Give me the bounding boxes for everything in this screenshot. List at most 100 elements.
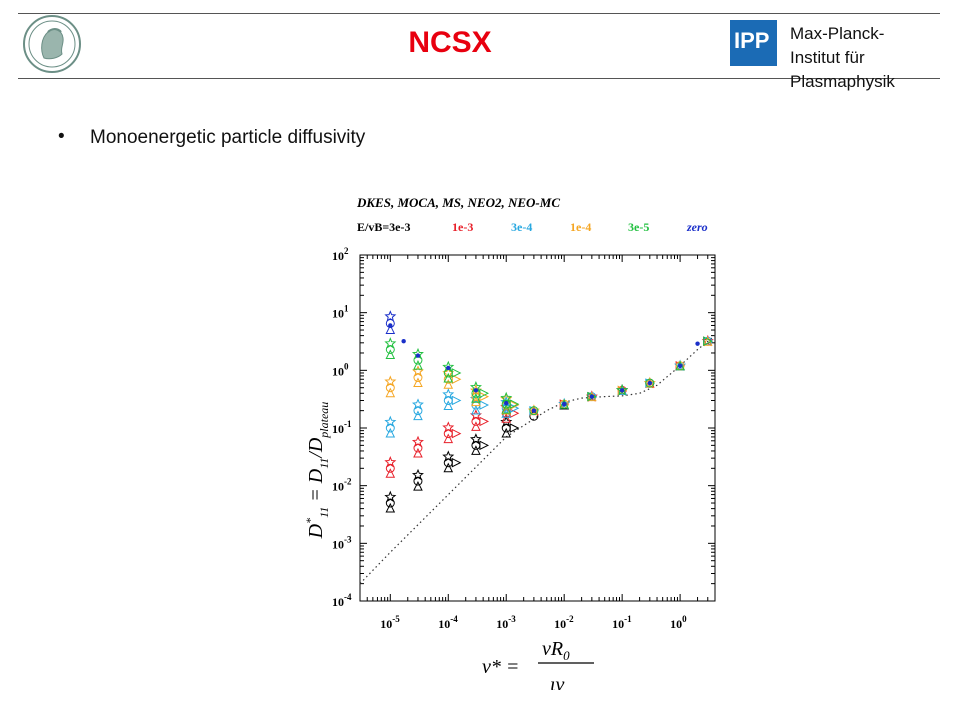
data-point — [647, 380, 652, 386]
data-point — [471, 396, 481, 407]
series-1 — [384, 336, 713, 513]
data-point — [384, 490, 397, 503]
data-point — [471, 393, 481, 403]
y-tick-label: 100 — [332, 361, 349, 378]
series-4 — [384, 336, 713, 416]
data-point — [413, 480, 423, 491]
y-tick-label: 10-4 — [332, 592, 352, 609]
legend-entry: E/vB=3e-3 — [357, 220, 411, 234]
reference-curve — [359, 335, 716, 585]
data-point — [415, 353, 421, 358]
data-point — [446, 365, 451, 371]
series-2 — [384, 334, 714, 478]
data-point — [413, 443, 423, 453]
data-point — [384, 455, 397, 468]
data-point — [442, 388, 455, 400]
data-point — [471, 445, 481, 455]
data-point — [385, 498, 395, 508]
data-point — [385, 468, 396, 478]
data-point — [479, 416, 490, 427]
data-point — [443, 400, 454, 410]
data-point — [471, 421, 481, 431]
data-point — [589, 394, 595, 399]
bullet-text: Monoenergetic particle diffusivity — [90, 127, 366, 148]
chart-title: DKES, MOCA, MS, NEO2, NEO-MC — [356, 195, 560, 210]
data-point — [451, 395, 462, 406]
x-tick-label: 10-3 — [496, 614, 516, 631]
data-point — [473, 388, 479, 393]
data-point — [504, 400, 509, 406]
data-point — [384, 375, 397, 387]
data-point — [451, 428, 462, 439]
institute-name: Max-Planck- Institut für Plasmaphysik — [790, 22, 940, 94]
data-point — [501, 427, 512, 438]
data-point — [384, 415, 397, 428]
data-point — [469, 433, 482, 445]
legend-entry: zero — [686, 220, 708, 234]
series-6 — [384, 310, 700, 413]
data-point — [413, 406, 423, 416]
slide-title: NCSX — [408, 26, 492, 59]
data-point — [413, 410, 423, 421]
data-point — [561, 401, 567, 407]
legend: E/vB=3e-3 1e-3 3e-4 1e-4 3e-5 zero — [357, 220, 708, 234]
data-point — [411, 435, 424, 448]
data-point — [443, 462, 454, 473]
y-tick-label: 10-2 — [332, 477, 352, 494]
data-point — [413, 377, 423, 388]
x-tick-label: 10-1 — [612, 614, 632, 631]
data-point — [384, 337, 397, 349]
data-point — [443, 433, 454, 444]
data-point — [471, 404, 481, 415]
data-point — [695, 341, 700, 346]
header-top-rule — [18, 13, 940, 14]
data-point — [479, 388, 490, 399]
institute-line-3: Plasmaphysik — [790, 72, 895, 91]
x-tick-label: 10-4 — [438, 614, 458, 631]
data-point — [413, 476, 423, 486]
data-point — [384, 310, 397, 322]
data-point — [645, 378, 655, 388]
data-point — [385, 383, 395, 393]
x-tick-label: 10-2 — [554, 614, 574, 631]
data-point — [616, 384, 629, 396]
series-3 — [384, 336, 713, 438]
data-point — [385, 387, 396, 398]
x-tick-label: 100 — [670, 614, 687, 631]
data-point — [443, 379, 454, 389]
max-planck-logo — [23, 15, 81, 73]
legend-entry: 1e-3 — [452, 220, 473, 234]
data-point — [401, 339, 406, 344]
data-point — [501, 403, 512, 414]
data-point — [385, 427, 396, 438]
data-point — [529, 406, 539, 416]
plot-frame — [359, 254, 716, 602]
data-point — [451, 457, 462, 468]
ipp-logo: IPP — [730, 20, 777, 66]
header-bottom-rule — [18, 78, 940, 79]
y-tick-label: 102 — [332, 246, 349, 263]
data-point — [531, 408, 537, 413]
legend-entry: 3e-4 — [511, 220, 532, 234]
x-tick-label: 10-5 — [380, 614, 400, 631]
diffusivity-chart: DKES, MOCA, MS, NEO2, NEO-MC E/vB=3e-3 1e… — [303, 195, 716, 690]
y-tick-label: 10-1 — [332, 419, 352, 436]
data-point — [479, 400, 490, 410]
data-point — [703, 336, 713, 347]
x-axis-label: ν* =νR0 ιv — [482, 638, 594, 690]
legend-entry: 1e-4 — [570, 220, 591, 234]
data-point — [413, 373, 423, 383]
y-tick-label: 101 — [332, 304, 349, 321]
ipp-logo-text: IPP — [734, 28, 770, 53]
data-point — [677, 363, 683, 368]
data-point — [442, 450, 455, 462]
data-point — [509, 423, 520, 433]
data-point — [385, 463, 395, 473]
institute-line-1: Max-Planck- — [790, 24, 885, 43]
y-axis-label: D*11 = D11/Dplateau — [303, 402, 331, 540]
data-point — [411, 398, 424, 410]
y-axis-label-text: D*11 = D11/Dplateau — [303, 402, 331, 540]
data-point — [451, 374, 462, 385]
institute-line-2: Institut für — [790, 48, 865, 67]
plot-area: 10-5 10-4 10-3 10-2 10-1 100 102 101 100 10-1 10-2… — [332, 246, 716, 631]
